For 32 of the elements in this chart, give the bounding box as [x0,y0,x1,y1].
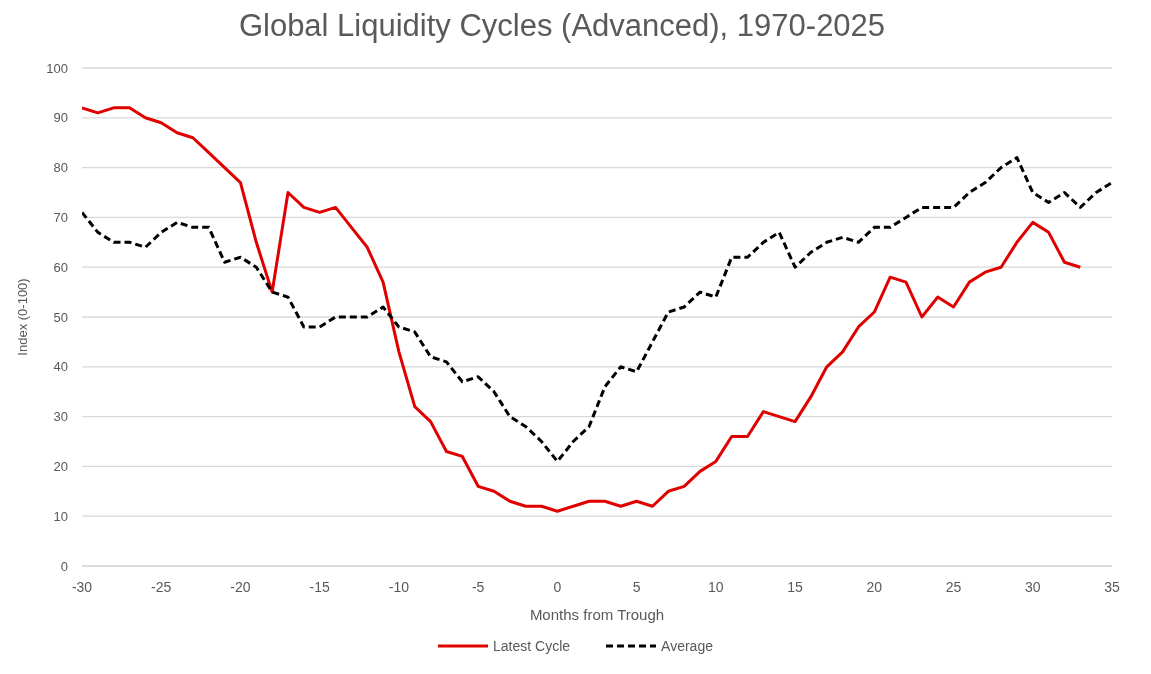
x-tick-label: -10 [388,578,410,595]
x-tick-label: -30 [71,578,93,595]
x-tick-label: 20 [866,578,883,595]
y-tick-label: 30 [53,409,68,425]
x-tick-label: -25 [151,578,172,595]
y-tick-label: 0 [60,558,68,574]
x-tick-label: -5 [471,578,485,595]
y-tick-label: 100 [46,60,68,76]
x-tick-label: 0 [553,578,562,595]
x-tick-label: 10 [708,578,724,595]
y-tick-label: 60 [53,259,68,275]
y-tick-label: 50 [53,309,68,325]
x-tick-label: 25 [945,578,962,595]
legend-label: Average [661,638,713,654]
y-tick-label: 10 [53,508,68,524]
x-tick-label: -15 [309,578,331,595]
y-tick-label: 70 [53,210,68,226]
x-tick-label: -20 [230,578,251,595]
x-tick-label: 5 [632,578,641,595]
y-tick-label: 40 [53,359,68,375]
y-axis-title: Index (0-100) [14,278,30,356]
chart-title: Global Liquidity Cycles (Advanced), 1970-2025 [237,8,887,44]
x-tick-label: 35 [1104,578,1120,595]
x-axis-title: Months from Trough [529,606,665,623]
legend-label: Latest Cycle [493,638,571,654]
x-tick-label: 15 [787,578,804,595]
line-series [82,156,1112,463]
line-series [82,106,1082,513]
y-tick-label: 90 [53,110,68,126]
y-tick-label: 20 [53,459,68,475]
y-tick-label: 80 [53,160,68,176]
x-tick-label: 30 [1024,578,1041,595]
